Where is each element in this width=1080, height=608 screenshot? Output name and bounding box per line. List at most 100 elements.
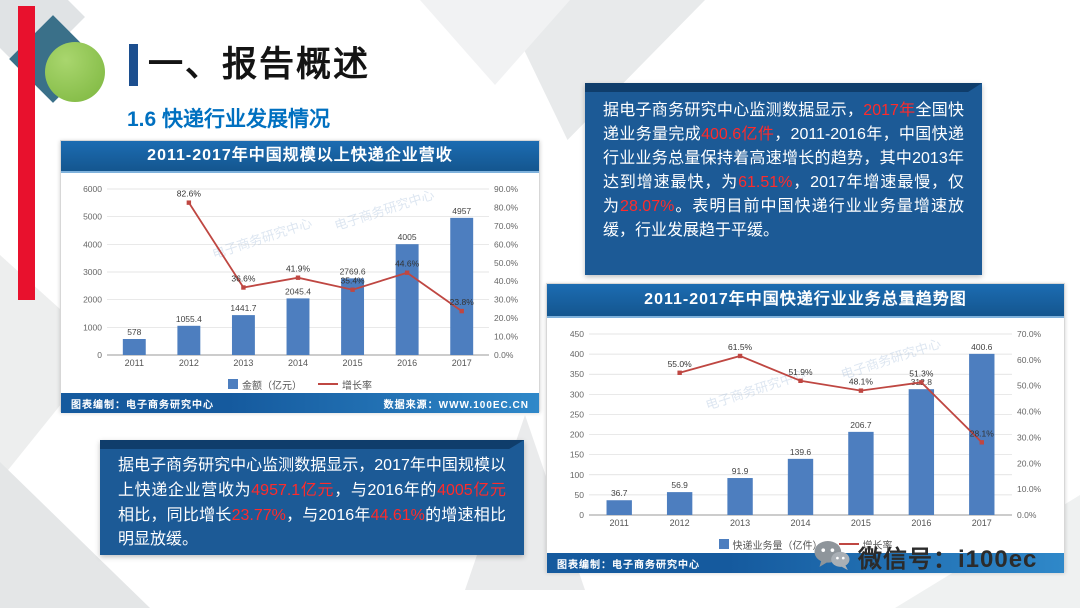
svg-text:50.0%: 50.0%	[494, 258, 519, 268]
highlighted-text: 28.07%	[620, 198, 675, 215]
highlighted-text: 4005亿元	[437, 481, 506, 499]
highlighted-text: 4957.1亿元	[251, 481, 335, 499]
svg-text:0.0%: 0.0%	[1017, 510, 1037, 520]
chart-data-source: 数据来源：WWW.100EC.CN	[383, 399, 529, 411]
svg-text:6000: 6000	[83, 184, 102, 194]
volume-chart-title: 2011-2017年中国快递行业业务总量趋势图	[547, 284, 1064, 318]
legend-label: 增长率	[862, 540, 893, 552]
bar-legend-swatch	[228, 379, 238, 389]
legend-item: 增长率	[838, 537, 893, 552]
line-legend-swatch	[318, 383, 338, 385]
line-legend-swatch	[838, 543, 859, 545]
svg-text:1055.4: 1055.4	[176, 314, 202, 324]
text-segment: 据电子商务研究中心监测数据显示，2017年中国规模以上快递企业营收为	[118, 457, 506, 499]
bar-legend-swatch	[718, 539, 729, 549]
svg-text:50: 50	[575, 490, 585, 500]
text-segment: ，与2016年	[285, 506, 371, 524]
revenue-chart-title: 2011-2017年中国规模以上快递企业营收	[61, 141, 539, 173]
svg-text:50.0%: 50.0%	[1017, 381, 1042, 391]
svg-text:80.0%: 80.0%	[494, 202, 519, 212]
text-segment: 相比，同比增长	[118, 506, 232, 524]
svg-text:48.1%: 48.1%	[849, 377, 874, 387]
svg-text:450: 450	[570, 329, 584, 339]
page-subtitle: 1.6 快递行业发展情况	[127, 108, 331, 131]
section-title: 一、报告概述	[148, 45, 371, 84]
volume-chart-panel: 2011-2017年中国快递行业业务总量趋势图 0 50 100 150 200 250 3…	[546, 283, 1065, 573]
callout-text: 据电子商务研究中心监测数据显示，2017年中国规模以上快递企业营收为4957.1…	[100, 440, 524, 565]
revenue-chart: 0 1000 2000 3000 4000 5000 6000 0.0% 10.0% 20.0% 3…	[61, 173, 539, 375]
svg-text:40.0%: 40.0%	[494, 276, 519, 286]
legend-label: 金额（亿元）	[242, 380, 302, 392]
svg-text:23.8%: 23.8%	[450, 297, 475, 307]
svg-text:70.0%: 70.0%	[1017, 329, 1042, 339]
svg-text:36.6%: 36.6%	[231, 273, 256, 283]
text-segment: ，与2016年的	[334, 481, 438, 499]
legend-item: 快递业务量（亿件）	[718, 537, 823, 552]
svg-text:300: 300	[570, 389, 584, 399]
svg-text:电子商务研究中心: 电子商务研究中心	[210, 215, 314, 261]
highlighted-text: 400.6亿件	[701, 126, 775, 143]
svg-text:30.0%: 30.0%	[1017, 432, 1042, 442]
svg-text:2015: 2015	[343, 358, 363, 368]
svg-text:2017: 2017	[972, 518, 992, 528]
svg-text:36.7: 36.7	[611, 488, 628, 498]
svg-text:51.3%: 51.3%	[909, 368, 934, 378]
red-accent-bar	[18, 6, 35, 300]
svg-text:139.6: 139.6	[790, 447, 812, 457]
svg-text:2012: 2012	[179, 358, 199, 368]
highlighted-text: 2017年	[863, 102, 916, 119]
svg-text:2014: 2014	[790, 518, 810, 528]
revenue-chart-panel: 2011-2017年中国规模以上快递企业营收 0 1000 2000 3000 4000…	[60, 140, 540, 413]
text-segment: ，2011-2016年，中国快递行业业务总量保持着高速增长的趋势，其中2013年…	[603, 126, 964, 191]
svg-text:1000: 1000	[83, 322, 102, 332]
svg-text:40.0%: 40.0%	[1017, 407, 1042, 417]
svg-text:400.6: 400.6	[971, 342, 993, 352]
svg-text:55.0%: 55.0%	[668, 359, 693, 369]
highlighted-text: 61.51%	[738, 174, 793, 191]
svg-text:61.5%: 61.5%	[728, 342, 753, 352]
svg-text:150: 150	[570, 450, 584, 460]
svg-text:82.6%: 82.6%	[177, 189, 202, 199]
revenue-chart-legend: 金额（亿元） 增长率	[61, 375, 539, 393]
svg-text:4000: 4000	[83, 239, 102, 249]
svg-text:2017: 2017	[452, 358, 472, 368]
svg-text:2016: 2016	[397, 358, 417, 368]
title-accent-bar	[129, 44, 138, 86]
svg-text:90.0%: 90.0%	[494, 184, 519, 194]
svg-text:2011: 2011	[125, 358, 144, 368]
svg-text:44.6%: 44.6%	[395, 259, 420, 269]
chart-source-credit: 图表编制：电子商务研究中心	[557, 559, 700, 571]
svg-text:2013: 2013	[233, 358, 253, 368]
svg-text:1441.7: 1441.7	[230, 303, 256, 313]
svg-text:0.0%: 0.0%	[494, 350, 514, 360]
wechat-icon	[814, 541, 850, 571]
svg-text:91.9: 91.9	[732, 466, 749, 476]
svg-text:2011: 2011	[610, 518, 629, 528]
svg-text:0: 0	[97, 350, 102, 360]
svg-text:3000: 3000	[83, 267, 102, 277]
svg-text:28.1%: 28.1%	[970, 428, 995, 438]
svg-text:60.0%: 60.0%	[1017, 355, 1042, 365]
revenue-chart-footer: 图表编制：电子商务研究中心 数据来源：WWW.100EC.CN	[61, 393, 539, 413]
svg-text:10.0%: 10.0%	[1017, 484, 1042, 494]
business-volume-callout: 据电子商务研究中心监测数据显示，2017年全国快递业务量完成400.6亿件，20…	[585, 83, 982, 275]
svg-text:250: 250	[570, 409, 584, 419]
volume-chart: 0 50 100 150 200 250 300 350 400 450 0.0% 10.0% 20.0…	[547, 318, 1064, 535]
svg-text:51.9%: 51.9%	[788, 367, 813, 377]
svg-text:2000: 2000	[83, 295, 102, 305]
green-circle-decoration	[45, 42, 105, 102]
svg-text:0: 0	[579, 510, 584, 520]
highlighted-text: 23.77%	[231, 506, 286, 524]
text-segment: 。表明目前中国快递行业业务量增速放缓，行业发展趋于平缓。	[603, 198, 964, 239]
svg-text:2769.6: 2769.6	[340, 266, 366, 276]
svg-text:60.0%: 60.0%	[494, 239, 519, 249]
svg-text:2016: 2016	[911, 518, 931, 528]
revenue-callout: 据电子商务研究中心监测数据显示，2017年中国规模以上快递企业营收为4957.1…	[100, 440, 524, 555]
volume-chart-footer: 图表编制：电子商务研究中心	[547, 553, 1064, 573]
svg-text:578: 578	[127, 327, 141, 337]
text-segment: 据电子商务研究中心监测数据显示，	[603, 102, 864, 119]
svg-text:30.0%: 30.0%	[494, 295, 519, 305]
svg-text:400: 400	[570, 349, 584, 359]
svg-text:206.7: 206.7	[850, 420, 872, 430]
